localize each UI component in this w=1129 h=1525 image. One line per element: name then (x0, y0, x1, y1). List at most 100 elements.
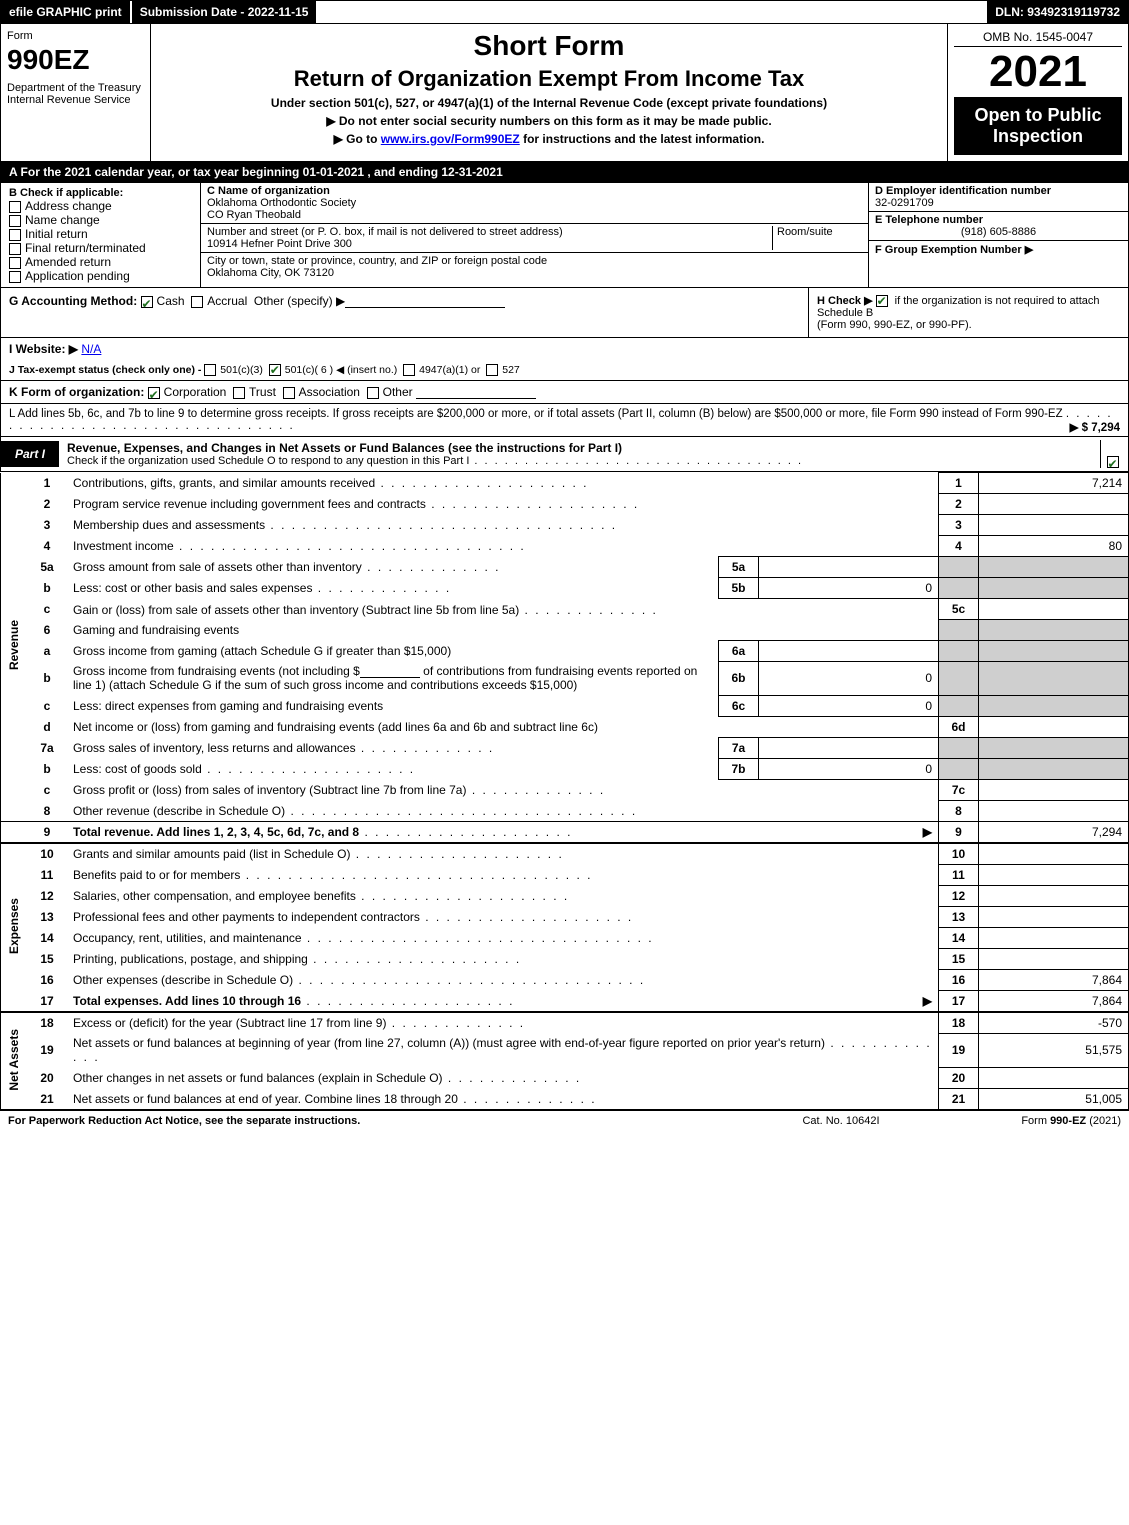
checkbox-h[interactable] (876, 295, 888, 307)
l5b-no: b (27, 578, 67, 599)
checkbox-4947[interactable] (403, 364, 415, 376)
top-bar: efile GRAPHIC print Submission Date - 20… (0, 0, 1129, 24)
l21-desc: Net assets or fund balances at end of ye… (73, 1092, 458, 1106)
submission-date: Submission Date - 2022-11-15 (130, 1, 317, 23)
l6d-val (979, 716, 1129, 737)
checkbox-501c3[interactable] (204, 364, 216, 376)
street-val: 10914 Hefner Point Drive 300 (207, 238, 352, 250)
checkbox-schedule-o[interactable] (1107, 456, 1119, 468)
l6c-no: c (27, 695, 67, 716)
checkbox-address-change[interactable] (9, 201, 21, 213)
l7a-desc: Gross sales of inventory, less returns a… (73, 741, 356, 755)
l9-no: 9 (27, 821, 67, 843)
l21-val: 51,005 (979, 1088, 1129, 1110)
g-cash: Cash (157, 294, 185, 308)
l17-desc: Total expenses. Add lines 10 through 16 (73, 994, 301, 1008)
f-lbl: F Group Exemption Number ▶ (875, 244, 1033, 256)
l9-val: 7,294 (979, 821, 1129, 843)
l5a-sval (759, 557, 939, 578)
l7b-no: b (27, 758, 67, 779)
checkbox-application-pending[interactable] (9, 271, 21, 283)
omb-number: OMB No. 1545-0047 (954, 30, 1122, 47)
checkbox-other-org[interactable] (367, 387, 379, 399)
l7b-desc: Less: cost of goods sold (73, 762, 202, 776)
j-o4: 527 (502, 364, 520, 376)
l3-box: 3 (939, 515, 979, 536)
checkbox-trust[interactable] (233, 387, 245, 399)
checkbox-initial-return[interactable] (9, 229, 21, 241)
l15-no: 15 (27, 948, 67, 969)
section-b: B Check if applicable: Address change Na… (1, 183, 201, 287)
checkbox-501c[interactable] (269, 364, 281, 376)
part1-title-text: Revenue, Expenses, and Changes in Net As… (67, 441, 622, 455)
g-lbl: G Accounting Method: (9, 294, 141, 308)
b-item-4: Amended return (25, 255, 111, 269)
website-val[interactable]: N/A (81, 342, 101, 356)
grey-cell (939, 695, 979, 716)
l8-no: 8 (27, 800, 67, 821)
l17-val: 7,864 (979, 990, 1129, 1012)
footer-right-pre: Form (1021, 1115, 1050, 1127)
l21-box: 21 (939, 1088, 979, 1110)
checkbox-name-change[interactable] (9, 215, 21, 227)
l16-val: 7,864 (979, 969, 1129, 990)
checkbox-corporation[interactable] (148, 387, 160, 399)
grey-cell (939, 661, 979, 695)
under-section: Under section 501(c), 527, or 4947(a)(1)… (157, 96, 941, 110)
checkbox-cash[interactable] (141, 296, 153, 308)
arrow-line-2: ▶ Go to www.irs.gov/Form990EZ for instru… (157, 132, 941, 146)
checkbox-final-return[interactable] (9, 243, 21, 255)
street-lbl: Number and street (or P. O. box, if mail… (207, 226, 563, 238)
grey-cell (939, 640, 979, 661)
l9-desc: Total revenue. Add lines 1, 2, 3, 4, 5c,… (73, 825, 359, 839)
k-o4: Other (383, 385, 413, 399)
other-org-input[interactable] (416, 398, 536, 399)
l7c-desc: Gross profit or (loss) from sales of inv… (73, 783, 466, 797)
checkbox-association[interactable] (283, 387, 295, 399)
dots (265, 518, 617, 532)
section-def: D Employer identification number 32-0291… (868, 183, 1128, 287)
efile-label[interactable]: efile GRAPHIC print (1, 1, 130, 23)
dots (174, 539, 526, 553)
irs-link[interactable]: www.irs.gov/Form990EZ (381, 132, 520, 146)
dots (350, 847, 563, 861)
l6d-desc: Net income or (loss) from gaming and fun… (73, 720, 598, 734)
side-revenue: Revenue (1, 473, 28, 822)
form-number: 990EZ (7, 44, 144, 76)
l16-box: 16 (939, 969, 979, 990)
l1-box: 1 (939, 473, 979, 494)
l2-no: 2 (27, 494, 67, 515)
dots (356, 889, 569, 903)
row-k-form-org: K Form of organization: Corporation Trus… (0, 381, 1129, 404)
page-footer: For Paperwork Reduction Act Notice, see … (0, 1111, 1129, 1131)
l6a-no: a (27, 640, 67, 661)
l-val: ▶ $ 7,294 (1070, 420, 1120, 434)
g-accrual: Accrual (207, 294, 247, 308)
l5c-val (979, 599, 1129, 620)
b-title: B Check if applicable: (9, 187, 192, 199)
dots (375, 476, 588, 490)
dots (301, 994, 514, 1008)
checkbox-amended-return[interactable] (9, 257, 21, 269)
l7a-sval (759, 737, 939, 758)
j-o1: 501(c)(3) (220, 364, 263, 376)
l1-no: 1 (27, 473, 67, 494)
l7c-no: c (27, 779, 67, 800)
l12-desc: Salaries, other compensation, and employ… (73, 889, 356, 903)
other-specify-input[interactable] (345, 307, 505, 308)
l5c-desc: Gain or (loss) from sale of assets other… (73, 603, 519, 617)
checkbox-accrual[interactable] (191, 296, 203, 308)
l6a-desc: Gross income from gaming (attach Schedul… (73, 644, 451, 658)
k-o3: Association (299, 385, 360, 399)
checkbox-527[interactable] (486, 364, 498, 376)
l14-box: 14 (939, 927, 979, 948)
spacer (316, 1, 987, 23)
l5b-desc: Less: cost or other basis and sales expe… (73, 581, 312, 595)
k-o2: Trust (249, 385, 276, 399)
l17-arrow: ▶ (923, 994, 932, 1008)
l10-box: 10 (939, 843, 979, 865)
org-co: CO Ryan Theobald (207, 209, 301, 221)
l19-desc: Net assets or fund balances at beginning… (73, 1036, 825, 1050)
l6a-sval (759, 640, 939, 661)
return-title: Return of Organization Exempt From Incom… (157, 66, 941, 92)
